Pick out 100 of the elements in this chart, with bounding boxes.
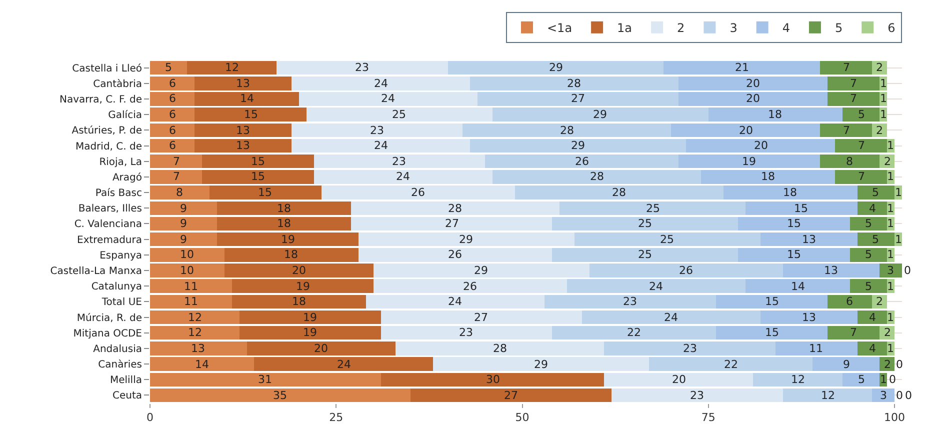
data-label: 11	[809, 342, 823, 355]
bar	[485, 154, 679, 168]
bar	[738, 216, 850, 231]
data-label: 19	[742, 155, 756, 168]
bar	[820, 123, 872, 138]
bar	[276, 60, 448, 75]
bar	[150, 294, 232, 309]
bar	[544, 294, 716, 309]
data-label: 19	[281, 233, 295, 246]
y-tick-label: Castella i Lleó	[72, 63, 142, 74]
data-label: 29	[549, 61, 563, 74]
data-label: 15	[787, 248, 801, 261]
data-label: 5	[858, 108, 865, 121]
data-label: 1	[887, 342, 894, 355]
bar	[760, 232, 858, 246]
data-label: 2	[876, 124, 883, 137]
data-label: 27	[504, 389, 518, 402]
data-label: 23	[683, 342, 697, 355]
data-label: 12	[188, 326, 202, 339]
bar	[552, 326, 716, 340]
y-tick-label: Castella-La Manxa	[50, 266, 142, 277]
data-label: 12	[188, 311, 202, 324]
data-label: 13	[802, 311, 816, 324]
data-label: 2	[876, 61, 883, 74]
data-label: 20	[746, 92, 760, 105]
data-label: 26	[411, 186, 425, 199]
bar	[828, 326, 880, 340]
data-label: 1	[895, 186, 902, 199]
bar	[671, 123, 820, 138]
data-label: 15	[258, 186, 272, 199]
data-label: 12	[791, 373, 805, 386]
y-tick-label: Catalunya	[91, 282, 142, 293]
data-label: 4	[869, 202, 876, 215]
data-label: 7	[843, 124, 850, 137]
bar	[828, 294, 872, 309]
bar	[150, 60, 188, 75]
data-label: 24	[381, 92, 395, 105]
data-label: 25	[638, 217, 652, 230]
y-tick-label: Balears, Illes	[78, 204, 142, 215]
data-label: 6	[169, 108, 176, 121]
data-label: 3	[880, 389, 887, 402]
y-tick-label: Total UE	[100, 297, 142, 308]
x-tick-label: 100	[884, 411, 906, 424]
bar	[746, 201, 858, 215]
bar	[820, 60, 872, 75]
bar	[753, 372, 842, 386]
data-label: 24	[374, 77, 388, 90]
bar	[716, 294, 828, 309]
y-tick-label: Cantàbria	[93, 78, 142, 90]
bar	[686, 138, 835, 153]
y-tick-label: Melilla	[110, 375, 142, 386]
bar	[604, 372, 754, 386]
data-label: 20	[314, 342, 328, 355]
data-label: 15	[765, 326, 779, 339]
data-label: 2	[876, 295, 883, 308]
bar	[291, 138, 470, 153]
bar	[232, 294, 366, 309]
data-label: 1	[887, 311, 894, 324]
data-label: 28	[448, 202, 462, 215]
bar	[194, 138, 292, 153]
bar	[150, 372, 381, 386]
data-label: 1	[887, 170, 894, 183]
legend-label: 4	[782, 21, 790, 36]
bar	[857, 310, 888, 324]
data-label: 28	[567, 77, 581, 90]
bar	[872, 388, 895, 402]
data-label: 9	[843, 358, 850, 371]
data-label: 9	[180, 202, 187, 215]
data-label: 7	[850, 77, 857, 90]
bar	[202, 154, 314, 168]
data-label: 27	[445, 217, 459, 230]
data-label: 27	[474, 311, 488, 324]
data-label: 18	[284, 248, 298, 261]
data-label: 18	[277, 202, 291, 215]
bar	[842, 372, 880, 386]
data-label: 12	[821, 389, 835, 402]
data-label: 24	[448, 295, 462, 308]
data-label: 7	[173, 155, 180, 168]
data-label: 29	[474, 264, 488, 277]
bar	[358, 232, 574, 246]
data-label: 4	[869, 311, 876, 324]
data-label: 10	[180, 248, 194, 261]
bar	[150, 201, 218, 215]
data-label: 0	[889, 373, 896, 386]
bar	[150, 154, 202, 168]
bar	[820, 154, 880, 168]
data-label: 5	[872, 233, 879, 246]
y-tick-label: Canàries	[98, 360, 142, 371]
data-label: 8	[176, 186, 183, 199]
data-label: 31	[258, 373, 272, 386]
data-label: 7	[858, 139, 865, 152]
data-label: 1	[887, 248, 894, 261]
data-label: 6	[846, 295, 853, 308]
data-label: 29	[459, 233, 473, 246]
data-label: 26	[575, 155, 589, 168]
data-label: 20	[672, 373, 686, 386]
data-label: 19	[303, 311, 317, 324]
data-label: 18	[277, 217, 291, 230]
data-label: 13	[236, 77, 250, 90]
data-label: 14	[240, 92, 254, 105]
